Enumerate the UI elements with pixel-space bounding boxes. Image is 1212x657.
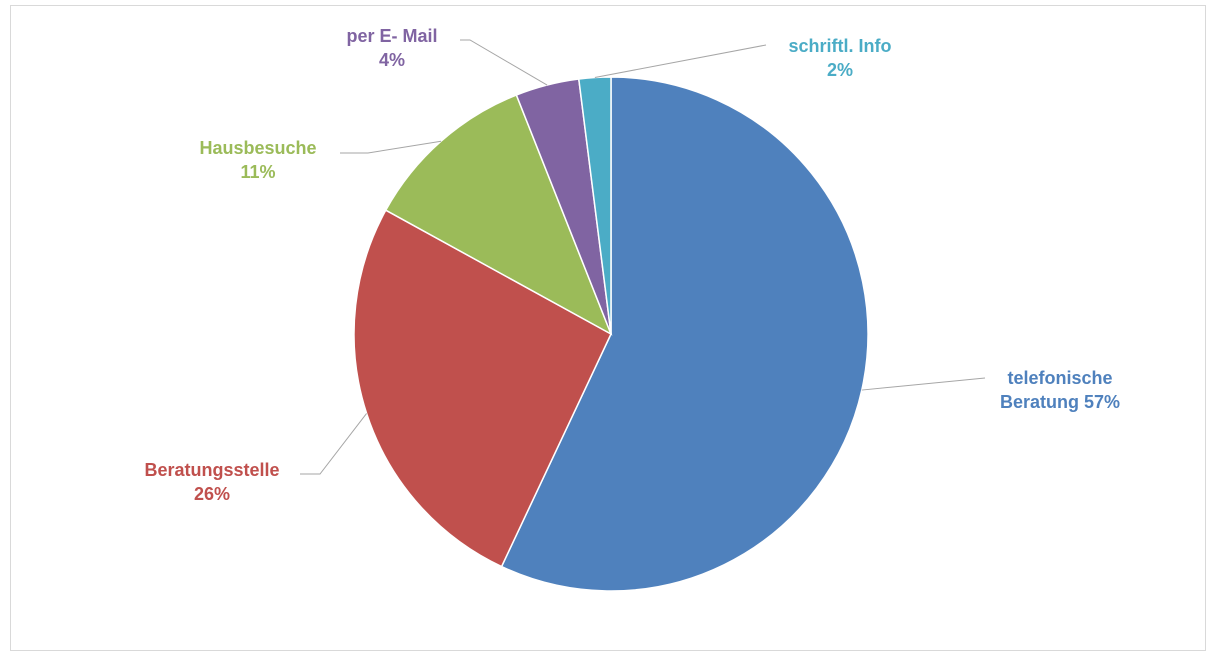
category-label: schriftl. Info	[788, 36, 892, 56]
pie-slice	[577, 76, 612, 335]
slice-label: Hausbesuche 11%	[158, 136, 358, 184]
leader-line	[300, 413, 367, 475]
leader-line	[460, 39, 548, 86]
value-label: 57%	[1084, 392, 1121, 412]
value-label: 4%	[378, 50, 405, 70]
pie-slice	[500, 76, 869, 592]
leader-line	[861, 377, 986, 391]
value-label: 11%	[240, 162, 276, 182]
leader-line	[594, 44, 767, 78]
category-label: Hausbesuche	[199, 138, 317, 158]
slice-label: Beratungsstelle 26%	[112, 458, 312, 506]
category-label: telefonische Beratung	[999, 368, 1113, 412]
value-label: 26%	[193, 484, 231, 504]
category-label: Beratungsstelle	[144, 460, 280, 480]
slice-label: schriftl. Info 2%	[740, 34, 940, 82]
slice-label: per E- Mail 4%	[312, 24, 472, 72]
slice-label: telefonische Beratung 57%	[980, 366, 1140, 414]
leader-line	[340, 140, 442, 154]
category-label: per E- Mail	[346, 26, 438, 46]
value-label: 2%	[826, 60, 853, 80]
